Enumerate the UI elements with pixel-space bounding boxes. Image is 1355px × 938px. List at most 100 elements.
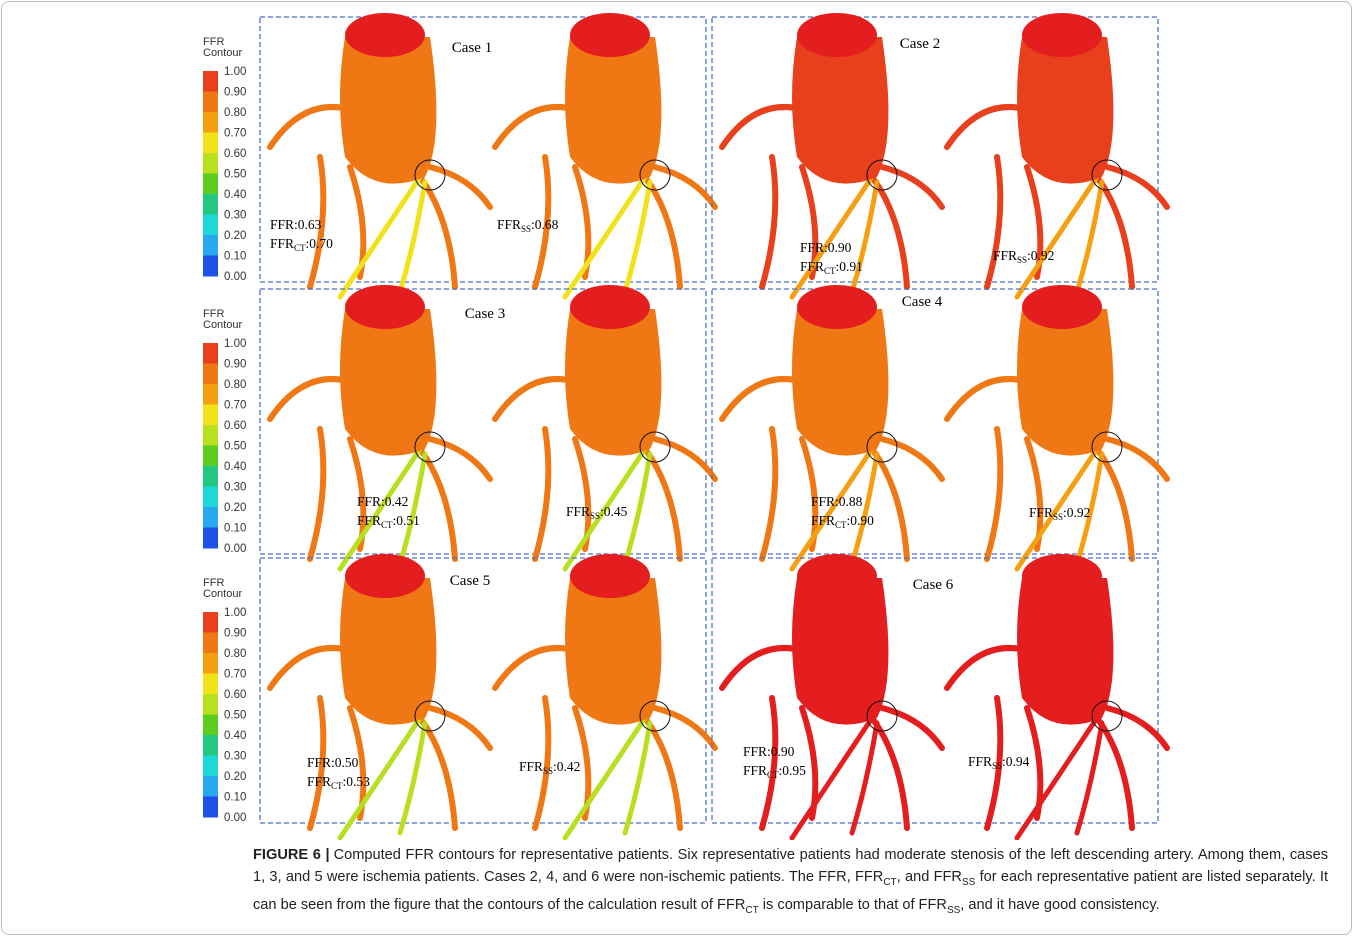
colorbar-tick-label: 0.40	[224, 730, 246, 742]
label-base: FFR	[1029, 505, 1053, 520]
distal-vessel	[565, 177, 645, 297]
label-value: :0.45	[600, 504, 628, 519]
aorta-cap	[1022, 285, 1102, 329]
label-base: FFR	[800, 259, 824, 274]
colorbar-tick-label: 0.50	[224, 710, 246, 722]
ffr-label: FFR:0.63	[270, 217, 322, 232]
colorbar-band	[203, 364, 218, 385]
colorbar-tick-label: 0.20	[224, 502, 246, 514]
colorbar-band	[203, 776, 218, 797]
label-base: FFR	[811, 513, 835, 528]
colorbar-band	[203, 528, 218, 549]
colorbar-band	[203, 756, 218, 777]
label-base: FFR	[968, 754, 992, 769]
case-panel: Case 3FFR:0.42FFRCT:0.51FFRSS:0.45	[260, 285, 715, 569]
aorta	[792, 578, 888, 725]
colorbar-tick-label: 0.50	[224, 169, 246, 181]
aorta-cap	[570, 554, 650, 598]
colorbar-band	[203, 112, 218, 133]
figure: FFRContour1.000.900.800.700.600.500.400.…	[0, 0, 1355, 840]
label-subscript: CT	[824, 266, 836, 276]
caption-part: , and it have good consistency.	[960, 897, 1159, 913]
distal-vessel	[792, 177, 872, 297]
aorta-cap	[797, 13, 877, 57]
colorbar-band	[203, 92, 218, 113]
aorta-cap	[345, 554, 425, 598]
vessel	[762, 429, 775, 559]
aorta-cap	[1022, 554, 1102, 598]
colorbar-tick-label: 0.00	[224, 812, 246, 824]
colorbar-tick-label: 1.00	[224, 607, 246, 619]
distal-vessel	[340, 449, 420, 569]
colorbar-band	[203, 797, 218, 818]
colorbar-band	[203, 215, 218, 236]
colorbar-band	[203, 425, 218, 446]
vessel	[987, 429, 1000, 559]
distal-vessel	[565, 718, 645, 838]
colorbar-band	[203, 384, 218, 405]
colorbar-tick-label: 0.90	[224, 87, 246, 99]
colorbar-subtitle: Contour	[203, 588, 242, 600]
aorta	[792, 309, 888, 456]
case-title: Case 6	[913, 577, 954, 593]
aorta	[340, 309, 436, 456]
ffr-label: FFR:0.50	[307, 755, 359, 770]
label-value: :0.90	[847, 513, 875, 528]
colorbar-band	[203, 235, 218, 256]
label-value: :0.53	[343, 774, 371, 789]
label-subscript: CT	[294, 243, 306, 253]
colorbar-band	[203, 466, 218, 487]
caption-part: is comparable to that of FFR	[759, 897, 947, 913]
aorta	[1017, 37, 1113, 184]
label-base: FFR	[519, 759, 543, 774]
label-base: FFR	[743, 763, 767, 778]
colorbar-tick-label: 0.70	[224, 669, 246, 681]
case-panel: Case 5FFR:0.50FFRCT:0.53FFRSS:0.42	[260, 554, 715, 838]
label-base: FFR	[357, 513, 381, 528]
colorbar-tick-label: 0.10	[224, 251, 246, 263]
label-value: :0.51	[393, 513, 420, 528]
colorbar-tick-label: 0.40	[224, 461, 246, 473]
colorbar-tick-label: 0.70	[224, 128, 246, 140]
colorbar-tick-label: 0.20	[224, 771, 246, 783]
colorbar-tick-label: 0.00	[224, 271, 246, 283]
colorbar-band	[203, 174, 218, 195]
label-value: :0.95	[779, 763, 807, 778]
label-subscript: SS	[521, 224, 531, 234]
colorbar-tick-label: 0.70	[224, 400, 246, 412]
ffr-label: FFR:0.90	[800, 240, 852, 255]
colorbar-band	[203, 653, 218, 674]
caption-label: FIGURE 6 |	[253, 847, 330, 863]
label-base: FFR	[566, 504, 590, 519]
ss-label: FFRSS:0.45	[566, 504, 628, 521]
colorbar-tick-label: 1.00	[224, 338, 246, 350]
colorbar-tick-label: 0.10	[224, 792, 246, 804]
colorbar-band	[203, 674, 218, 695]
colorbar-tick-label: 0.30	[224, 210, 246, 222]
label-value: :0.94	[1002, 754, 1030, 769]
colorbar-tick-label: 0.20	[224, 230, 246, 242]
ct-label: FFRCT:0.51	[357, 513, 420, 530]
ct-label: FFRCT:0.70	[270, 236, 333, 253]
label-value: :0.92	[1063, 505, 1090, 520]
colorbar-tick-label: 0.60	[224, 420, 246, 432]
colorbar-band	[203, 694, 218, 715]
colorbar-tick-label: 0.90	[224, 628, 246, 640]
aorta	[340, 578, 436, 725]
aorta-cap	[797, 554, 877, 598]
label-subscript: CT	[835, 520, 847, 530]
aorta	[1017, 309, 1113, 456]
label-value: :0.42	[553, 759, 580, 774]
colorbar-tick-label: 0.60	[224, 148, 246, 160]
colorbar-band	[203, 343, 218, 364]
case-title: Case 3	[465, 306, 505, 322]
colorbar-band	[203, 612, 218, 633]
label-value: :0.91	[836, 259, 863, 274]
label-subscript: CT	[767, 770, 779, 780]
colorbar-tick-label: 0.40	[224, 189, 246, 201]
aorta	[565, 309, 661, 456]
label-subscript: SS	[543, 766, 553, 776]
vessel	[535, 429, 548, 559]
